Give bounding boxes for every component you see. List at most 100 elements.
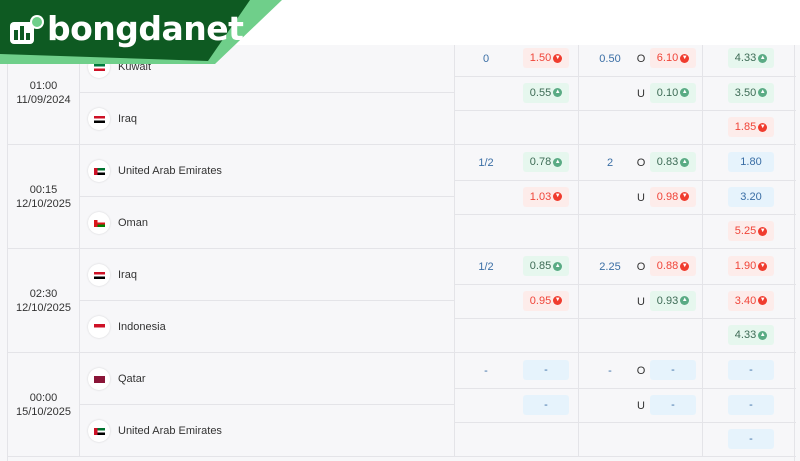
indonesia-flag [93,323,105,331]
team-home[interactable]: Iraq [88,264,137,286]
1x2-odds[interactable]: 3.40 ▼ [728,290,774,311]
odds-value: 3.40 [734,294,757,307]
odds-divider [454,284,796,285]
iraq-flag-icon [88,108,110,130]
arrow-down-icon: ▼ [680,261,690,271]
odds-divider [454,214,796,215]
team-name: Qatar [118,373,146,385]
brand-banner[interactable]: bongdanet [0,0,282,64]
1x2-odds[interactable]: - [728,360,774,380]
match-row[interactable]: 02:30 12/10/2025 Iraq Indonesia 1/2 0.85 ▲ 0.95… [8,249,796,353]
column-divider [702,41,703,145]
1x2-odds[interactable]: 5.25 ▼ [728,221,774,242]
over-under-label: U [637,295,645,308]
arrow-down-icon: ▼ [680,192,690,202]
uae-flag-icon [88,160,110,182]
banner-shape [0,0,282,64]
match-row[interactable]: 00:00 15/10/2025 Qatar United Arab Emirates… [8,353,796,457]
handicap-odds[interactable]: 1.50 ▼ [523,48,569,68]
1x2-odds[interactable]: 1.90 ▼ [728,256,774,276]
kickoff-time: 00:15 [29,184,58,196]
handicap-odds[interactable]: 0.95 ▼ [523,290,569,311]
over-under-odds[interactable]: 0.10 ▲ [650,82,696,103]
1x2-odds[interactable]: 3.20 [728,186,774,207]
match-row[interactable]: 00:15 12/10/2025 United Arab Emirates Oman 1… [8,145,796,249]
arrow-down-icon: ▼ [553,296,563,306]
over-under-odds[interactable]: 0.93 ▲ [650,290,696,311]
column-divider [79,41,80,145]
odds-value: 0.98 [656,190,679,203]
row-divider [8,352,796,353]
arrow-down-icon: ▼ [758,296,768,306]
over-under-odds[interactable]: 0.98 ▼ [650,186,696,207]
column-divider [454,145,455,249]
odds-value: 1.90 [734,260,757,272]
odds-value: 6.10 [656,52,679,64]
handicap-odds[interactable]: 1.03 ▼ [523,186,569,207]
odds-value: 5.25 [734,225,757,238]
column-divider [79,353,80,457]
match-time: 02:30 12/10/2025 [8,287,79,315]
arrow-down-icon: ▼ [553,192,563,202]
handicap-odds[interactable]: 0.85 ▲ [523,256,569,276]
handicap-line: 0 [482,53,490,65]
over-under-odds[interactable]: 0.88 ▼ [650,256,696,276]
odds-value: - [749,364,753,376]
team-name: Indonesia [118,321,166,333]
team-divider [79,404,454,405]
1x2-odds[interactable]: 3.50 ▲ [728,82,774,103]
kickoff-time: 02:30 [29,288,58,300]
iraq-flag [93,115,105,123]
team-away[interactable]: Indonesia [88,316,166,338]
1x2-odds[interactable]: 1.80 [728,152,774,172]
over-under-line: 2 [606,157,614,169]
team-divider [79,196,454,197]
arrow-up-icon: ▲ [680,88,690,98]
arrow-up-icon: ▲ [680,157,690,167]
odds-value: - [544,364,548,376]
column-divider [454,41,455,145]
over-under-odds[interactable]: - [650,360,696,380]
arrow-up-icon: ▲ [553,261,563,271]
odds-value: 1.80 [740,156,762,168]
arrow-down-icon: ▼ [758,261,768,271]
odds-divider [454,422,796,423]
1x2-odds[interactable]: 4.33 ▲ [728,325,774,346]
team-home[interactable]: Qatar [88,368,146,390]
team-away[interactable]: Iraq [88,108,137,130]
column-divider [578,353,579,457]
1x2-odds[interactable]: - [728,429,774,450]
team-away[interactable]: Oman [88,212,148,234]
over-under-label: O [636,157,646,169]
over-under-odds[interactable]: 6.10 ▼ [650,48,696,68]
arrow-down-icon: ▼ [553,53,563,63]
handicap-odds[interactable]: - [523,394,569,415]
1x2-odds[interactable]: 1.85 ▼ [728,117,774,138]
team-name: United Arab Emirates [118,165,222,177]
odds-value: 1.03 [529,190,552,203]
handicap-odds[interactable]: 0.78 ▲ [523,152,569,172]
match-row[interactable]: 01:00 11/09/2024 Kuwait Iraq 0 1.50 ▼ 0.55 ▲ 0.50… [8,41,796,145]
over-under-odds[interactable]: - [650,394,696,415]
row-divider [8,456,796,457]
team-away[interactable]: United Arab Emirates [88,420,222,442]
kickoff-date: 12/10/2025 [15,302,72,314]
match-time: 00:00 15/10/2025 [8,391,79,419]
odds-value: 3.20 [740,190,762,203]
column-divider [702,145,703,249]
team-home[interactable]: United Arab Emirates [88,160,222,182]
over-under-odds[interactable]: 0.83 ▲ [650,152,696,172]
team-name: Iraq [118,113,137,125]
odds-value: 0.95 [529,294,552,307]
1x2-odds[interactable]: 4.33 ▲ [728,48,774,68]
team-name: Kuwait [118,61,152,73]
iraq-flag [93,271,105,279]
odds-value: - [749,433,753,446]
over-under-label: U [637,87,645,100]
column-divider [702,249,703,353]
1x2-odds[interactable]: - [728,394,774,415]
handicap-odds[interactable]: - [523,360,569,380]
handicap-odds[interactable]: 0.55 ▲ [523,82,569,103]
odds-value: - [749,398,753,411]
odds-value: 3.50 [734,86,757,99]
